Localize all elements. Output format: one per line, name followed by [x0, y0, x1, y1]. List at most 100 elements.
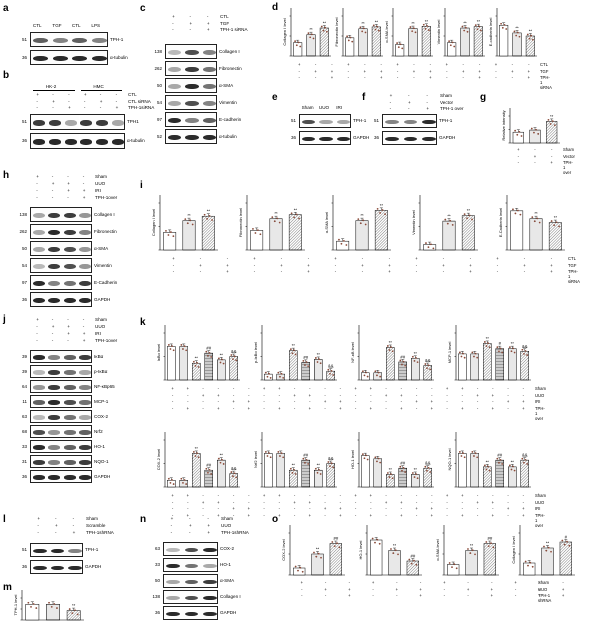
condition-symbol: - [67, 174, 69, 179]
data-point [483, 464, 486, 467]
data-point [299, 45, 302, 48]
data-point [48, 601, 50, 604]
condition-symbol: - [324, 386, 326, 391]
condition-label: TPH-1 siRNA [220, 27, 248, 32]
condition-symbol: - [339, 499, 342, 505]
significance-marker: ** [486, 336, 490, 341]
condition-symbol: - [476, 512, 479, 518]
data-point [208, 215, 211, 217]
data-point [424, 27, 427, 30]
band [96, 120, 109, 126]
condition-symbol: - [538, 593, 541, 598]
chart-svg: Fibronectin level ** ** [334, 8, 383, 57]
molecular-weight-label: 68 [21, 428, 27, 434]
chart-svg: Collagen I level ** ** [151, 195, 218, 251]
condition-symbol: - [495, 75, 497, 80]
condition-symbol: - [37, 523, 39, 528]
condition-symbol: + [207, 530, 211, 535]
condition-symbol: - [467, 593, 469, 598]
band [166, 563, 181, 569]
condition-label: TPH-1 over [535, 512, 545, 528]
condition-symbol: + [206, 20, 210, 26]
molecular-weight-label: 54 [21, 262, 27, 268]
bar [374, 210, 388, 251]
condition-symbol: + [461, 386, 464, 391]
data-point [294, 40, 297, 43]
band [202, 134, 216, 141]
data-point [316, 471, 319, 474]
data-point [550, 550, 552, 553]
significance-marker: ** [294, 207, 298, 212]
significance-marker: && [522, 344, 528, 349]
data-point [259, 233, 262, 236]
band [185, 134, 199, 141]
condition-symbol: + [514, 580, 517, 585]
condition-symbol: - [492, 506, 494, 511]
condition-symbol: - [396, 593, 398, 598]
data-point [430, 243, 432, 246]
data-point [487, 545, 490, 547]
condition-symbol: - [187, 392, 189, 398]
data-point [555, 221, 558, 224]
blot-strip [30, 275, 92, 290]
data-point [458, 351, 461, 354]
condition-symbol: + [419, 593, 422, 598]
band [32, 139, 45, 145]
data-point [167, 234, 170, 236]
protein-label: GAPDH [94, 296, 111, 302]
data-point [171, 345, 173, 348]
condition-symbol: + [466, 586, 470, 592]
band [48, 212, 61, 219]
bar-chart-d: α-SMA level ** ** [384, 8, 433, 57]
bar [370, 539, 383, 576]
significance-marker: ** [380, 203, 384, 208]
bar [46, 604, 60, 621]
condition-symbol: - [309, 506, 311, 511]
condition-symbol: - [324, 593, 327, 598]
data-point [196, 362, 198, 364]
condition-symbol: + [461, 512, 464, 518]
protein-label: p-IκBα [94, 368, 108, 374]
band [166, 611, 181, 617]
data-point [384, 213, 386, 216]
blot-strip [299, 114, 351, 128]
significance-marker: ** [529, 29, 533, 34]
condition-symbol: + [99, 98, 103, 104]
condition-symbol: - [37, 530, 39, 535]
condition-symbol: - [171, 512, 174, 518]
data-point [531, 216, 534, 219]
data-point [523, 352, 525, 355]
data-point [361, 370, 364, 373]
band [63, 430, 76, 435]
band [385, 136, 400, 142]
data-point [278, 221, 281, 224]
condition-symbol: - [495, 68, 497, 74]
data-point [318, 358, 320, 361]
band [302, 136, 316, 142]
data-point [196, 452, 198, 455]
condition-symbol: + [533, 153, 537, 159]
group-label: HMC [93, 84, 104, 89]
significance-marker: ** [207, 209, 211, 214]
band [32, 212, 45, 219]
condition-symbol: - [324, 493, 326, 498]
condition-symbol: - [476, 506, 479, 511]
condition-symbol: + [476, 499, 479, 505]
data-point [207, 354, 209, 357]
band [185, 100, 199, 107]
bar-chart-i: E-Cadherin level ** ** [498, 195, 565, 251]
significance-marker: ** [546, 541, 550, 546]
band [185, 66, 199, 73]
condition-symbol: + [217, 405, 220, 411]
data-point [302, 359, 305, 362]
bar-chart-d: Collagen I level ** ** [282, 8, 331, 57]
condition-symbol: - [476, 386, 479, 391]
data-point [528, 37, 531, 40]
condition-symbol: + [308, 512, 312, 518]
data-point [50, 605, 53, 608]
condition-symbol: - [419, 580, 422, 585]
condition-symbol: + [443, 580, 446, 585]
condition-label: CTL [540, 62, 548, 67]
data-point [338, 546, 341, 549]
condition-symbol: + [55, 523, 58, 528]
